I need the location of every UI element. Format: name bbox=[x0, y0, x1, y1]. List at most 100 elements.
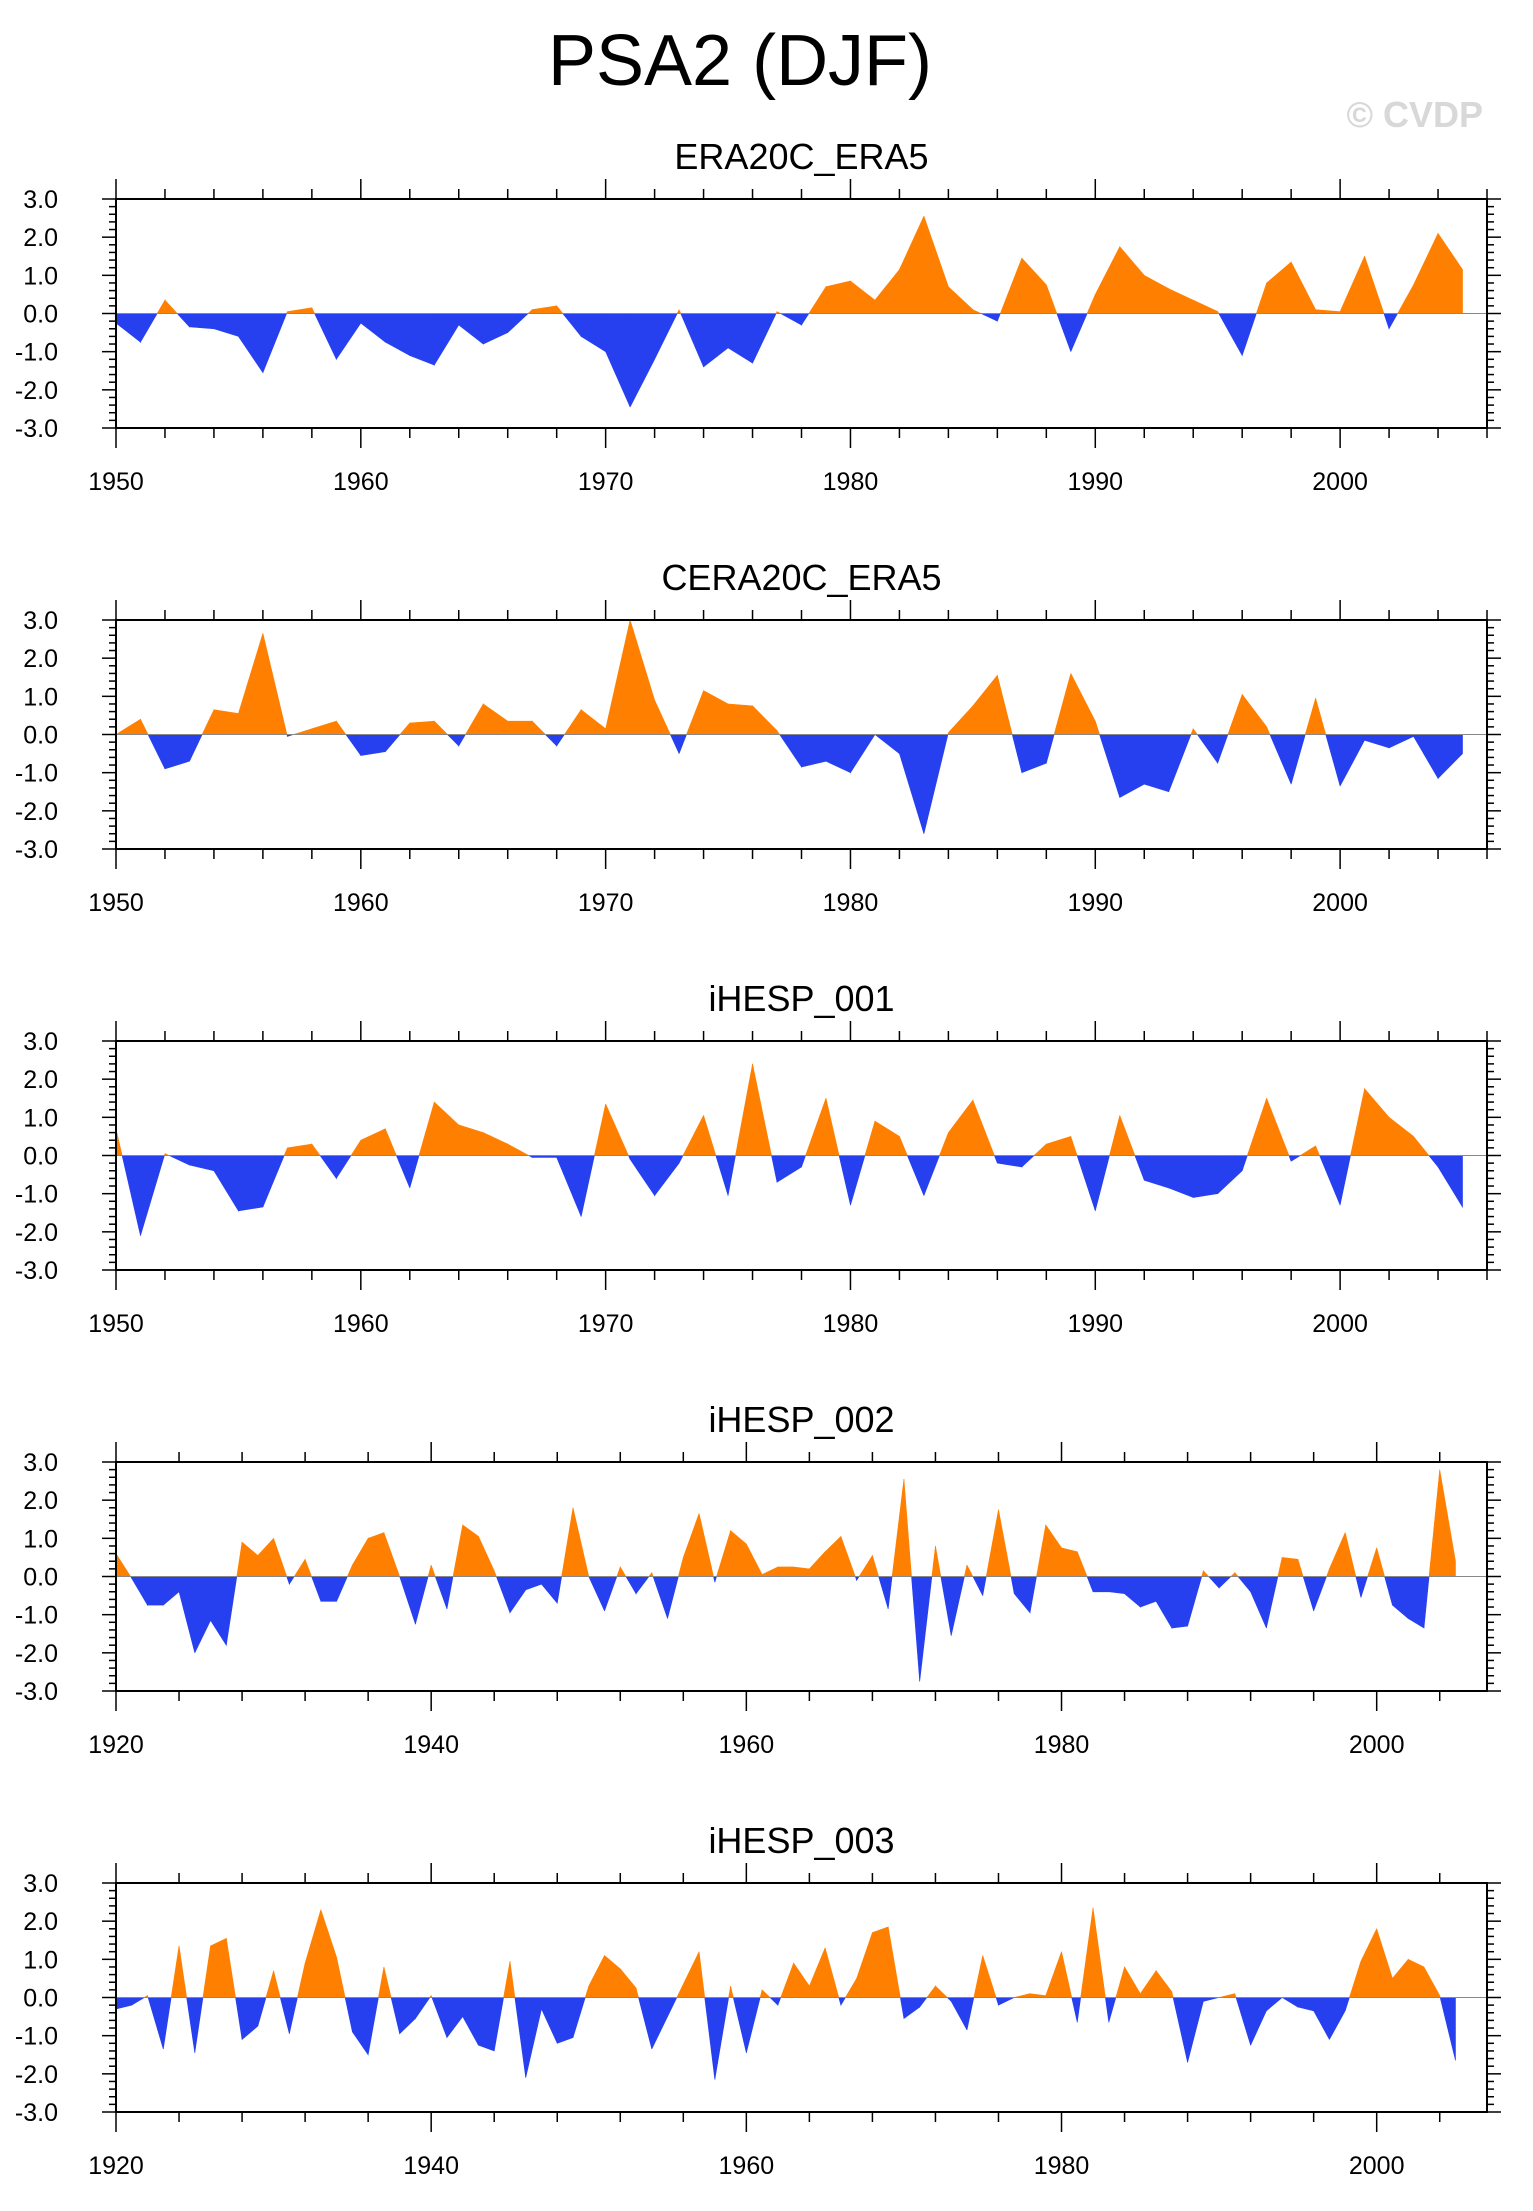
positive-area bbox=[1143, 274, 1170, 314]
positive-area bbox=[1388, 1116, 1414, 1156]
negative-area bbox=[850, 734, 876, 774]
x-tick-label: 1960 bbox=[333, 889, 389, 917]
negative-area bbox=[541, 1997, 558, 2044]
negative-area bbox=[1056, 313, 1072, 352]
y-tick-label: -2.0 bbox=[15, 377, 58, 405]
negative-area bbox=[919, 1997, 928, 2008]
y-tick-label: 2.0 bbox=[23, 224, 58, 252]
positive-area bbox=[1255, 282, 1267, 314]
positive-area bbox=[1086, 294, 1096, 314]
positive-area bbox=[1140, 1969, 1157, 1998]
positive-area bbox=[923, 216, 949, 314]
negative-area bbox=[878, 1576, 889, 1610]
chart-panel-2: CERA20C_ERA5 3.0 2.0 1.0 0.0 -1.0 -2.0 -3.0 1950… bbox=[15, 557, 1501, 917]
negative-area bbox=[993, 1155, 998, 1164]
positive-area bbox=[825, 280, 851, 314]
negative-area bbox=[801, 1155, 807, 1168]
positive-area bbox=[561, 1507, 574, 1577]
positive-area bbox=[1364, 256, 1385, 314]
positive-area bbox=[1061, 1951, 1073, 1998]
negative-area bbox=[399, 1576, 416, 1625]
positive-area bbox=[635, 1987, 639, 1998]
negative-area bbox=[541, 1576, 558, 1605]
positive-area bbox=[676, 1984, 684, 1998]
positive-area bbox=[588, 1955, 605, 1998]
negative-area bbox=[395, 1155, 411, 1189]
positive-area bbox=[1315, 1145, 1321, 1156]
chart-title: iHESP_002 bbox=[708, 1399, 894, 1440]
negative-area bbox=[525, 1576, 542, 1591]
negative-area bbox=[1325, 734, 1341, 787]
negative-area bbox=[314, 313, 337, 360]
positive-area bbox=[899, 1136, 908, 1156]
negative-area bbox=[1134, 1155, 1145, 1181]
positive-area bbox=[1407, 1958, 1425, 1998]
negative-area bbox=[580, 313, 606, 353]
positive-area bbox=[935, 1985, 949, 1998]
negative-area bbox=[919, 1576, 933, 1682]
negative-area bbox=[714, 1997, 730, 2080]
negative-area bbox=[1437, 1155, 1463, 1209]
negative-area bbox=[1108, 1576, 1125, 1595]
x-tick-label: 1950 bbox=[88, 1310, 144, 1338]
negative-area bbox=[458, 313, 484, 345]
negative-area bbox=[235, 1997, 243, 2040]
negative-area bbox=[336, 313, 362, 361]
negative-area bbox=[1071, 1997, 1078, 2023]
positive-area bbox=[257, 1537, 274, 1577]
negative-area bbox=[431, 1997, 448, 2038]
x-tick-label: 2000 bbox=[1312, 889, 1368, 917]
positive-area bbox=[527, 308, 533, 314]
positive-area bbox=[939, 1132, 949, 1156]
negative-area bbox=[1423, 1576, 1430, 1629]
negative-area bbox=[1010, 1576, 1015, 1594]
positive-area bbox=[336, 720, 347, 735]
negative-area bbox=[495, 1576, 511, 1613]
positive-area bbox=[367, 1532, 385, 1577]
y-tick-label: -2.0 bbox=[15, 1640, 58, 1668]
positive-area bbox=[793, 1962, 810, 1998]
negative-area bbox=[1388, 734, 1414, 749]
negative-area bbox=[1196, 734, 1218, 765]
negative-area bbox=[1290, 1155, 1302, 1162]
negative-area bbox=[635, 1576, 650, 1595]
positive-area bbox=[997, 675, 1013, 735]
y-tick-label: 3.0 bbox=[23, 1870, 58, 1898]
negative-area bbox=[493, 1997, 504, 2051]
positive-area bbox=[297, 1963, 306, 1998]
x-tick-label: 1970 bbox=[578, 468, 634, 496]
negative-area bbox=[779, 734, 802, 768]
y-tick-label: -1.0 bbox=[15, 2023, 58, 2051]
positive-area bbox=[531, 305, 557, 314]
positive-area bbox=[1329, 1532, 1346, 1577]
positive-area bbox=[464, 702, 484, 735]
positive-area bbox=[1234, 1993, 1237, 1998]
negative-area bbox=[1046, 734, 1055, 764]
negative-area bbox=[556, 1155, 582, 1217]
positive-area bbox=[1033, 1143, 1047, 1156]
positive-area bbox=[482, 1132, 509, 1156]
negative-area bbox=[189, 1155, 215, 1172]
negative-area bbox=[801, 734, 827, 768]
positive-area bbox=[507, 720, 533, 735]
positive-area bbox=[210, 1937, 227, 1998]
negative-area bbox=[940, 1576, 952, 1636]
negative-area bbox=[1339, 1155, 1351, 1206]
positive-area bbox=[1155, 1969, 1173, 1998]
negative-area bbox=[189, 734, 203, 762]
negative-area bbox=[580, 1155, 595, 1217]
positive-area bbox=[433, 720, 449, 735]
positive-area bbox=[605, 1103, 629, 1156]
chart-title: iHESP_001 bbox=[708, 978, 894, 1019]
x-tick-label: 1980 bbox=[823, 889, 879, 917]
negative-area bbox=[840, 1997, 846, 2007]
positive-area bbox=[584, 1985, 590, 1998]
negative-area bbox=[1269, 734, 1292, 785]
negative-area bbox=[1218, 1576, 1232, 1589]
y-tick-label: -1.0 bbox=[15, 760, 58, 788]
negative-area bbox=[360, 734, 386, 756]
positive-area bbox=[972, 1100, 995, 1156]
positive-area bbox=[360, 1128, 386, 1156]
positive-area bbox=[170, 1945, 180, 1998]
negative-area bbox=[887, 1576, 893, 1609]
